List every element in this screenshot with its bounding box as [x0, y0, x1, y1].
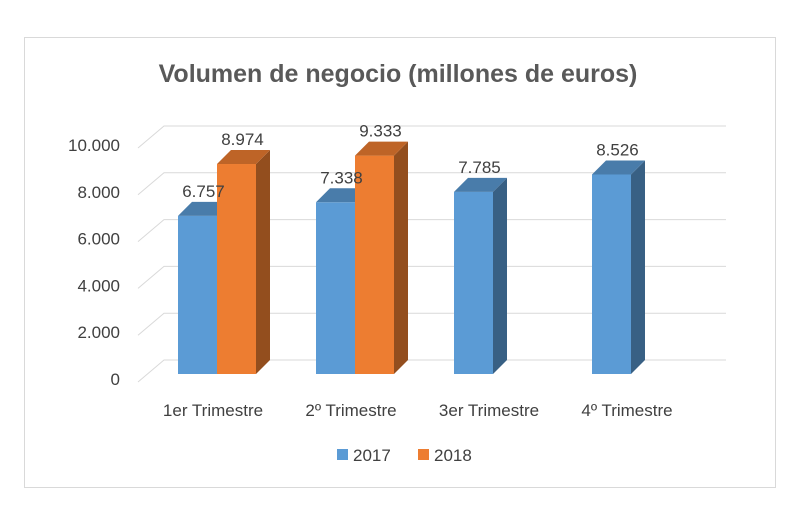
y-axis: 0 2.000 4.000 6.000 8.000 10.000	[68, 136, 120, 389]
data-label: 7.785	[458, 158, 501, 177]
gridline	[137, 219, 726, 242]
gridline	[137, 265, 726, 289]
data-label: 6.757	[182, 182, 225, 201]
y-tick-label: 4.000	[77, 276, 120, 295]
y-tick-label: 0	[111, 370, 120, 389]
legend-swatch	[418, 449, 429, 460]
gridline	[137, 125, 726, 149]
y-tick-label: 10.000	[68, 136, 120, 155]
bar-2017-3	[454, 177, 507, 374]
y-tick-label: 8.000	[77, 183, 120, 202]
gridline	[137, 359, 726, 383]
data-label: 9.333	[359, 122, 402, 141]
bars	[178, 141, 645, 374]
gridlines	[137, 125, 726, 383]
legend-label: 2017	[353, 446, 391, 465]
category-label: 3er Trimestre	[439, 401, 539, 420]
bar-2017-4	[592, 160, 645, 374]
bar-2018-1	[217, 150, 270, 374]
data-labels: 6.757 7.338 7.785 8.526 8.974 9.333	[182, 122, 639, 201]
y-tick-label: 2.000	[77, 323, 120, 342]
legend: 2017 2018	[337, 446, 472, 465]
gridline	[137, 172, 726, 196]
category-label: 4º Trimestre	[581, 401, 672, 420]
legend-item-2018: 2018	[418, 446, 472, 465]
y-tick-label: 6.000	[77, 230, 120, 249]
data-label: 8.526	[596, 140, 639, 159]
bar-2018-2	[355, 141, 408, 374]
data-label: 8.974	[221, 130, 264, 149]
legend-label: 2018	[434, 446, 472, 465]
gridline	[137, 312, 726, 336]
chart-title: Volumen de negocio (millones de euros)	[159, 60, 638, 88]
legend-swatch	[337, 449, 348, 460]
data-label: 7.338	[320, 168, 363, 187]
legend-item-2017: 2017	[337, 446, 391, 465]
category-label: 1er Trimestre	[163, 401, 263, 420]
x-axis: 1er Trimestre 2º Trimestre 3er Trimestre 4º…	[163, 401, 673, 420]
category-label: 2º Trimestre	[305, 401, 396, 420]
